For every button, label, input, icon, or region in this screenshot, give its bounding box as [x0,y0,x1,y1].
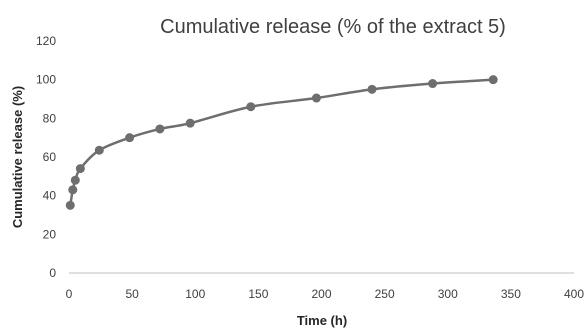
y-axis-label: Cumulative release (%) [10,86,25,228]
y-tick-label: 120 [36,34,56,48]
data-point [311,93,321,103]
data-point [125,133,135,143]
series-layer [65,75,498,210]
data-point [488,75,498,85]
data-point [75,164,85,174]
x-tick-label: 150 [248,287,268,301]
y-tick-label: 80 [43,111,57,125]
x-tick-label: 250 [375,287,395,301]
data-point [246,102,256,112]
x-tick-label: 0 [66,287,73,301]
x-tick-label: 200 [311,287,331,301]
x-tick-label: 350 [501,287,521,301]
data-point [367,84,377,94]
x-tick-label: 400 [564,287,584,301]
data-point [185,118,195,128]
y-tick-label: 20 [43,227,57,241]
data-point [70,175,80,185]
series-line [69,78,494,206]
x-tick-label: 50 [125,287,139,301]
y-tick-label: 0 [49,266,56,280]
x-tick-label: 300 [438,287,458,301]
data-point [94,145,104,155]
x-axis-label: Time (h) [297,313,347,328]
y-tick-label: 40 [43,189,57,203]
x-tick-label: 100 [185,287,205,301]
data-point [428,79,438,89]
y-tick-label: 60 [43,150,57,164]
chart-title: Cumulative release (% of the extract 5) [160,16,506,38]
x-axis-ticks: 0 50 100 150 200 250 300 350 400 [66,287,585,301]
y-tick-label: 100 [36,73,56,87]
y-axis-ticks: 0 20 40 60 80 100 120 [36,34,56,280]
data-point [155,124,165,134]
data-point [68,185,78,195]
data-point [65,200,75,210]
